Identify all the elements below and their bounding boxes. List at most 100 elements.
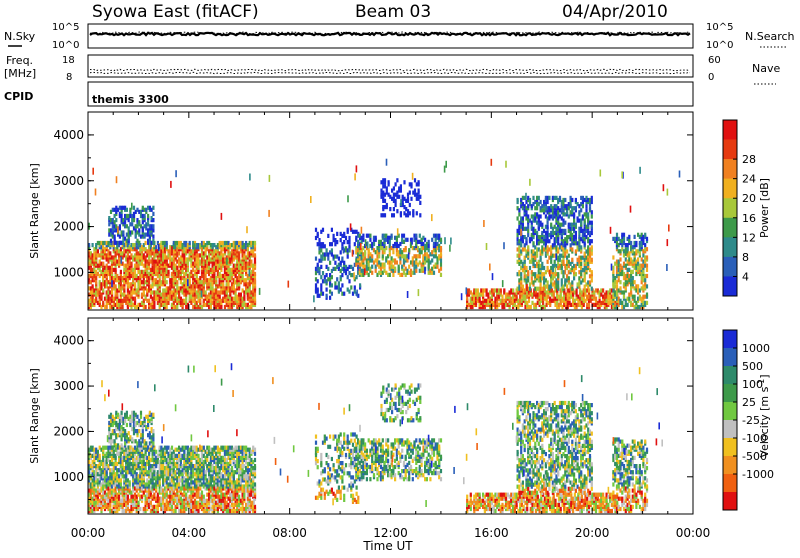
echo-cell	[259, 288, 261, 295]
echo-cell	[317, 288, 319, 292]
echo-cell	[540, 200, 542, 204]
echo-cell	[616, 284, 618, 288]
y-tick-label: 4000	[53, 128, 84, 142]
echo-cell	[166, 280, 168, 284]
echo-cell	[503, 242, 505, 249]
echo-cell	[522, 216, 524, 220]
echo-cell	[338, 281, 340, 285]
echo-cell	[500, 288, 502, 292]
echo-cell	[331, 242, 333, 246]
echo-cell	[486, 288, 488, 292]
echo-cell	[445, 161, 447, 168]
echo-cell	[343, 247, 345, 254]
nsearch-bottom-tick: 10^0	[706, 40, 733, 51]
echo-cell	[95, 280, 97, 284]
echo-cell	[580, 262, 582, 266]
echo-cell	[557, 272, 559, 276]
echo-cell	[584, 219, 586, 223]
echo-cell	[364, 268, 366, 275]
echo-cell	[199, 299, 201, 303]
echo-cell	[393, 207, 395, 211]
echo-cell	[552, 268, 554, 272]
echo-cell	[646, 255, 648, 259]
echo-cell	[483, 220, 485, 227]
echo-cell	[418, 189, 420, 193]
echo-cell	[400, 211, 402, 215]
echo-cell	[623, 233, 625, 237]
echo-cell	[428, 240, 430, 244]
echo-cell	[367, 241, 369, 248]
echo-cell	[152, 206, 154, 210]
nave-top-tick: 60	[708, 55, 721, 66]
echo-cell	[398, 265, 400, 269]
echo-cell	[187, 279, 189, 286]
echo-cell	[440, 238, 442, 242]
echo-cell	[412, 173, 414, 180]
echo-cell	[343, 261, 345, 265]
echo-cell	[547, 225, 549, 229]
echo-cell	[393, 186, 395, 190]
echo-cell	[440, 252, 442, 256]
echo-cell	[322, 292, 324, 296]
echo-cell	[95, 276, 97, 280]
echo-cell	[492, 273, 494, 280]
echo-cell	[250, 260, 252, 264]
echo-cell	[368, 263, 370, 267]
echo-cell	[522, 239, 524, 243]
echo-cell	[565, 268, 567, 275]
echo-cell	[466, 297, 468, 301]
echo-cell	[667, 189, 669, 196]
echo-cell	[396, 209, 398, 213]
echo-cell	[591, 231, 593, 235]
echo-cell	[176, 305, 178, 309]
echo-cell	[479, 297, 481, 301]
echo-cell	[357, 240, 359, 244]
echo-cell	[625, 286, 627, 290]
echo-cell	[400, 184, 402, 188]
echo-cell	[566, 239, 568, 243]
echo-cell	[398, 195, 400, 199]
echo-cell	[336, 240, 338, 244]
echo-cell	[431, 238, 433, 242]
echo-cell	[102, 262, 104, 266]
echo-cell	[541, 262, 543, 266]
echo-cell	[341, 273, 343, 277]
echo-cell	[395, 203, 397, 207]
echo-cell	[410, 197, 412, 201]
echo-cell	[354, 173, 356, 180]
echo-cell	[536, 231, 538, 235]
echo-cell	[315, 228, 317, 232]
echo-cell	[320, 265, 322, 269]
echo-cell	[152, 224, 154, 228]
echo-cell	[115, 268, 117, 272]
echo-cell	[116, 293, 118, 297]
echo-cell	[326, 294, 328, 298]
echo-cell	[400, 199, 402, 206]
y-tick-label: 2000	[53, 220, 84, 234]
echo-cell	[405, 246, 407, 250]
echo-cell	[611, 264, 613, 271]
echo-cell	[97, 450, 99, 454]
echo-cell	[431, 258, 433, 262]
echo-cell	[630, 241, 632, 245]
echo-cell	[679, 171, 681, 178]
echo-cell	[109, 503, 111, 507]
echo-cell	[580, 208, 582, 212]
nave-label: Nave	[752, 62, 780, 75]
echo-cell	[106, 305, 108, 309]
echo-cell	[148, 280, 150, 284]
echo-cell	[591, 221, 593, 225]
echo-cell	[646, 301, 648, 305]
echo-cell	[525, 266, 527, 270]
echo-cell	[336, 232, 338, 236]
echo-cell	[409, 191, 411, 195]
echo-cell	[340, 288, 342, 292]
echo-cell	[385, 246, 387, 250]
echo-cell	[122, 462, 124, 466]
echo-cell	[591, 245, 593, 249]
echo-cell	[361, 227, 363, 234]
echo-cell	[527, 233, 529, 237]
echo-cell	[320, 283, 322, 287]
echo-cell	[529, 179, 531, 186]
echo-cell	[131, 203, 133, 210]
